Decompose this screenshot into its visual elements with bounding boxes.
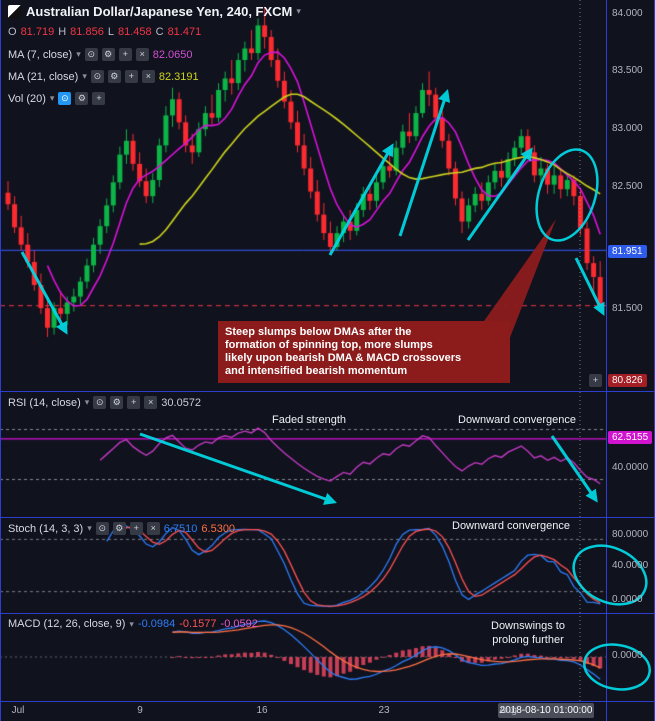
macd-pane-separator[interactable]	[0, 613, 655, 614]
annotation-line: Steep slumps below DMAs after the	[225, 326, 412, 338]
stoch-convergence-label[interactable]: Downward convergence	[452, 520, 571, 532]
rsi-pane-separator[interactable]	[0, 391, 655, 392]
add-icon[interactable]: +	[127, 396, 141, 409]
hist-value: -0.0592	[220, 618, 258, 630]
vol-legend-title[interactable]: Vol (20)	[8, 92, 46, 105]
chevron-down-icon[interactable]: ▾	[76, 49, 81, 59]
gear-icon[interactable]: ⚙	[101, 48, 115, 61]
gear-icon[interactable]: ⚙	[75, 92, 89, 105]
add-icon[interactable]: +	[92, 92, 106, 105]
stoch-pane-separator[interactable]	[0, 517, 655, 518]
add-icon[interactable]: +	[118, 48, 132, 61]
chevron-down-icon[interactable]: ▾	[49, 93, 55, 103]
rsi-level-badge: 62.5155	[608, 431, 653, 444]
time-tick: 23	[378, 705, 390, 716]
eye-icon[interactable]: ⊙	[90, 70, 104, 83]
signal-value: -0.1577	[179, 618, 217, 630]
high-value: 81.856	[70, 26, 104, 38]
open-label: O	[8, 26, 17, 38]
close-icon[interactable]: ×	[135, 48, 149, 61]
close-icon[interactable]: ×	[141, 70, 155, 83]
chevron-down-icon[interactable]: ▾	[296, 6, 301, 16]
stoch-tick: 40.0000	[612, 560, 649, 571]
annotation-line: likely upon bearish DMA & MACD crossover…	[225, 352, 462, 364]
eye-icon[interactable]: ⊙	[84, 48, 98, 61]
rsi-faded-strength-label[interactable]: Faded strength	[272, 414, 346, 426]
chevron-down-icon[interactable]: ▾	[87, 523, 92, 533]
low-label: L	[107, 26, 114, 38]
macd-value: -0.0984	[137, 618, 176, 630]
add-alert-plus-icon[interactable]: +	[589, 374, 602, 387]
stoch-tick: 0.0000	[612, 594, 643, 605]
rsi-convergence-label[interactable]: Downward convergence	[458, 414, 577, 426]
time-tick: 9	[137, 705, 143, 716]
crosshair-time-badge: 2018-08-10 01:00:00	[498, 703, 594, 718]
gear-icon[interactable]: ⚙	[107, 70, 121, 83]
instrument-logo-icon	[8, 4, 22, 19]
rsi-pane[interactable]	[0, 392, 607, 517]
rsi-tick: 40.0000	[612, 462, 649, 473]
time-tick: Jul	[11, 705, 25, 716]
macd-tick: 0.0000	[612, 650, 643, 661]
close-value: 81.471	[167, 26, 202, 38]
ma7-legend-title[interactable]: MA (7, close)	[8, 48, 73, 61]
ohlc-readout: O 81.719 H 81.856 L 81.458 C 81.471	[8, 26, 201, 38]
chevron-down-icon[interactable]: ▾	[84, 397, 90, 407]
price-tick: 81.500	[612, 303, 643, 314]
eye-icon[interactable]: ⊙	[93, 396, 107, 409]
price-tick: 84.000	[612, 8, 643, 19]
level-price-badge: 81.951	[608, 245, 647, 258]
gear-icon[interactable]: ⚙	[112, 522, 126, 535]
close-label: C	[155, 26, 164, 38]
stoch-tick: 80.0000	[612, 529, 649, 540]
time-tick: 16	[256, 705, 268, 716]
low-price-badge: 80.826	[608, 374, 647, 387]
macd-legend-title[interactable]: MACD (12, 26, close, 9)	[8, 618, 126, 630]
gear-icon[interactable]: ⚙	[110, 396, 124, 409]
stoch-legend-title[interactable]: Stoch (14, 3, 3)	[8, 522, 84, 535]
stoch-d-value: 6.5300	[201, 522, 236, 535]
close-icon[interactable]: ×	[146, 522, 160, 535]
left-border-line	[0, 0, 1, 721]
chevron-down-icon[interactable]: ▾	[82, 71, 87, 81]
rsi-value: 30.0572	[161, 396, 202, 409]
open-value: 81.719	[20, 26, 55, 38]
ma7-value: 82.0650	[152, 48, 193, 61]
high-label: H	[58, 26, 67, 38]
price-tick: 82.500	[612, 181, 643, 192]
stoch-k-value: 6.7510	[163, 522, 198, 535]
rsi-legend-title[interactable]: RSI (14, close)	[8, 396, 81, 409]
analysis-annotation-box[interactable]: Steep slumps below DMAs after the format…	[218, 321, 510, 383]
macd-downswings-label-line1[interactable]: Downswings to	[491, 620, 565, 632]
ma21-value: 82.3191	[158, 70, 199, 83]
eye-icon[interactable]: ⊙	[58, 92, 72, 105]
add-icon[interactable]: +	[129, 522, 143, 535]
price-tick: 83.500	[612, 65, 643, 76]
macd-downswings-label-line2[interactable]: prolong further	[492, 634, 564, 646]
low-value: 81.458	[117, 26, 152, 38]
time-axis-separator	[0, 701, 655, 702]
annotation-line: and intensified bearish momentum	[225, 365, 408, 377]
chevron-down-icon[interactable]: ▾	[129, 618, 134, 629]
time-tick: Aug	[499, 705, 517, 716]
ma21-legend-title[interactable]: MA (21, close)	[8, 70, 79, 83]
symbol-title[interactable]: Australian Dollar/Japanese Yen, 240, FXC…	[26, 4, 293, 19]
macd-pane[interactable]	[0, 614, 607, 700]
close-icon[interactable]: ×	[144, 396, 158, 409]
price-tick: 83.000	[612, 123, 643, 134]
price-axis-border-line	[606, 0, 607, 721]
add-icon[interactable]: +	[124, 70, 138, 83]
annotation-line: formation of spinning top, more slumps	[225, 339, 433, 351]
eye-icon[interactable]: ⊙	[95, 522, 109, 535]
